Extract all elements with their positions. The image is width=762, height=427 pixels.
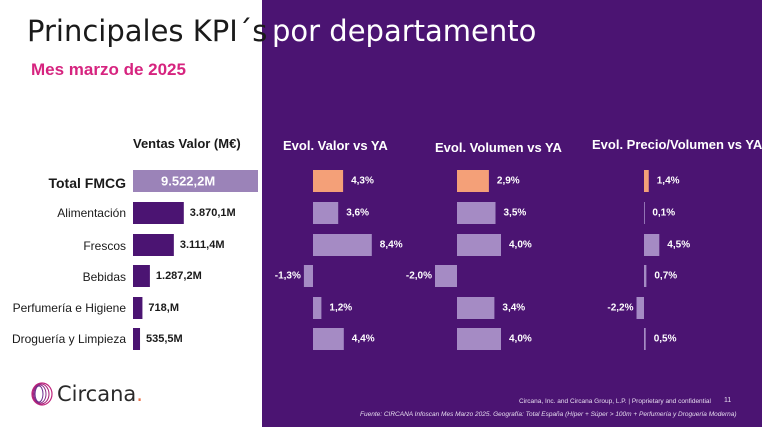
evol-bar-series-3 — [644, 328, 646, 350]
category-label-drogueria: Droguería y Limpieza — [11, 332, 126, 346]
evol-bar-series-3 — [636, 297, 644, 319]
ventas-valor-label: 9.522,2M — [161, 174, 215, 189]
evol-label-series-2: 3,4% — [502, 303, 525, 314]
evol-label-series-1: 4,4% — [352, 334, 375, 345]
slide-subtitle: Mes marzo de 2025 — [31, 60, 186, 79]
evol-bar-series-2 — [457, 234, 501, 256]
circana-rings-icon — [31, 382, 53, 406]
evol-label-series-3: 0,5% — [654, 334, 677, 345]
evol-label-series-3: 1,4% — [657, 176, 680, 187]
evol-label-series-1: 8,4% — [380, 240, 403, 251]
evol-bar-series-1 — [313, 234, 372, 256]
evol-bar-series-1 — [313, 202, 339, 224]
left-panel — [0, 0, 262, 427]
evol-label-series-1: 1,2% — [329, 303, 352, 314]
evol-label-series-3: 0,7% — [654, 271, 677, 282]
ventas-valor-bar — [133, 234, 174, 256]
evol-label-series-2: 4,0% — [509, 334, 532, 345]
category-label-frescos: Frescos — [83, 239, 126, 253]
evol-label-series-3: 0,1% — [652, 208, 675, 219]
column-header-evol-precio: Evol. Precio/Volumen vs YA — [592, 137, 762, 152]
evol-bar-series-1 — [313, 297, 322, 319]
ventas-valor-label: 3.870,1M — [190, 207, 236, 219]
evol-label-series-1: -1,3% — [275, 271, 301, 282]
category-label-perfumeria: Perfumería e Higiene — [12, 301, 126, 315]
ventas-valor-label: 3.111,4M — [180, 239, 225, 251]
ventas-valor-bar — [133, 328, 141, 350]
evol-bar-series-3 — [644, 202, 645, 224]
evol-bar-series-1 — [313, 328, 344, 350]
evol-label-series-2: 4,0% — [509, 240, 532, 251]
evol-label-series-3: 4,5% — [667, 240, 690, 251]
logo-wordmark: Circana. — [57, 382, 143, 406]
ventas-valor-label: 535,5M — [146, 333, 183, 345]
page-number: 11 — [724, 397, 732, 404]
evol-bar-series-2 — [457, 202, 496, 224]
ventas-valor-bar — [133, 265, 150, 287]
evol-label-series-2: 2,9% — [497, 176, 520, 187]
evol-bar-series-1 — [313, 170, 344, 192]
column-header-ventas-valor: Ventas Valor (M€) — [133, 136, 241, 151]
evol-label-series-2: 3,5% — [504, 208, 527, 219]
evol-bar-series-3 — [644, 234, 660, 256]
ventas-valor-label: 1.287,2M — [156, 270, 202, 282]
footer-company-notice: Circana, Inc. and Circana Group, L.P. | … — [519, 398, 711, 405]
ventas-valor-bar — [133, 170, 258, 192]
evol-bar-series-3 — [644, 265, 647, 287]
column-header-evol-valor: Evol. Valor vs YA — [283, 138, 388, 153]
evol-label-series-1: 4,3% — [351, 176, 374, 187]
evol-label-series-1: 3,6% — [346, 208, 369, 219]
slide-title: Principales KPI´s — [27, 14, 268, 48]
evol-bar-series-2 — [457, 297, 495, 319]
evol-bar-series-3 — [644, 170, 649, 192]
footer-source-note: Fuente: CIRCANA Infoscan Mes Marzo 2025.… — [360, 411, 737, 418]
evol-bar-series-1 — [303, 265, 313, 287]
evol-bar-series-2 — [457, 328, 501, 350]
ventas-valor-label: 718,M — [148, 302, 179, 314]
ventas-valor-bar — [133, 202, 184, 224]
evol-label-series-3: -2,2% — [607, 303, 633, 314]
category-label-alimentacion: Alimentación — [57, 206, 126, 220]
evol-bar-series-2 — [457, 170, 489, 192]
category-label-bebidas: Bebidas — [82, 270, 126, 284]
evol-label-series-2: -2,0% — [406, 271, 432, 282]
evol-bar-series-2 — [435, 265, 457, 287]
category-label-total-fmcg: Total FMCG — [48, 175, 126, 191]
circana-logo: Circana. — [29, 381, 143, 407]
column-header-evol-volumen: Evol. Volumen vs YA — [435, 140, 562, 155]
slide-title-continuation: por departamento — [272, 14, 537, 48]
ventas-valor-bar — [133, 297, 143, 319]
